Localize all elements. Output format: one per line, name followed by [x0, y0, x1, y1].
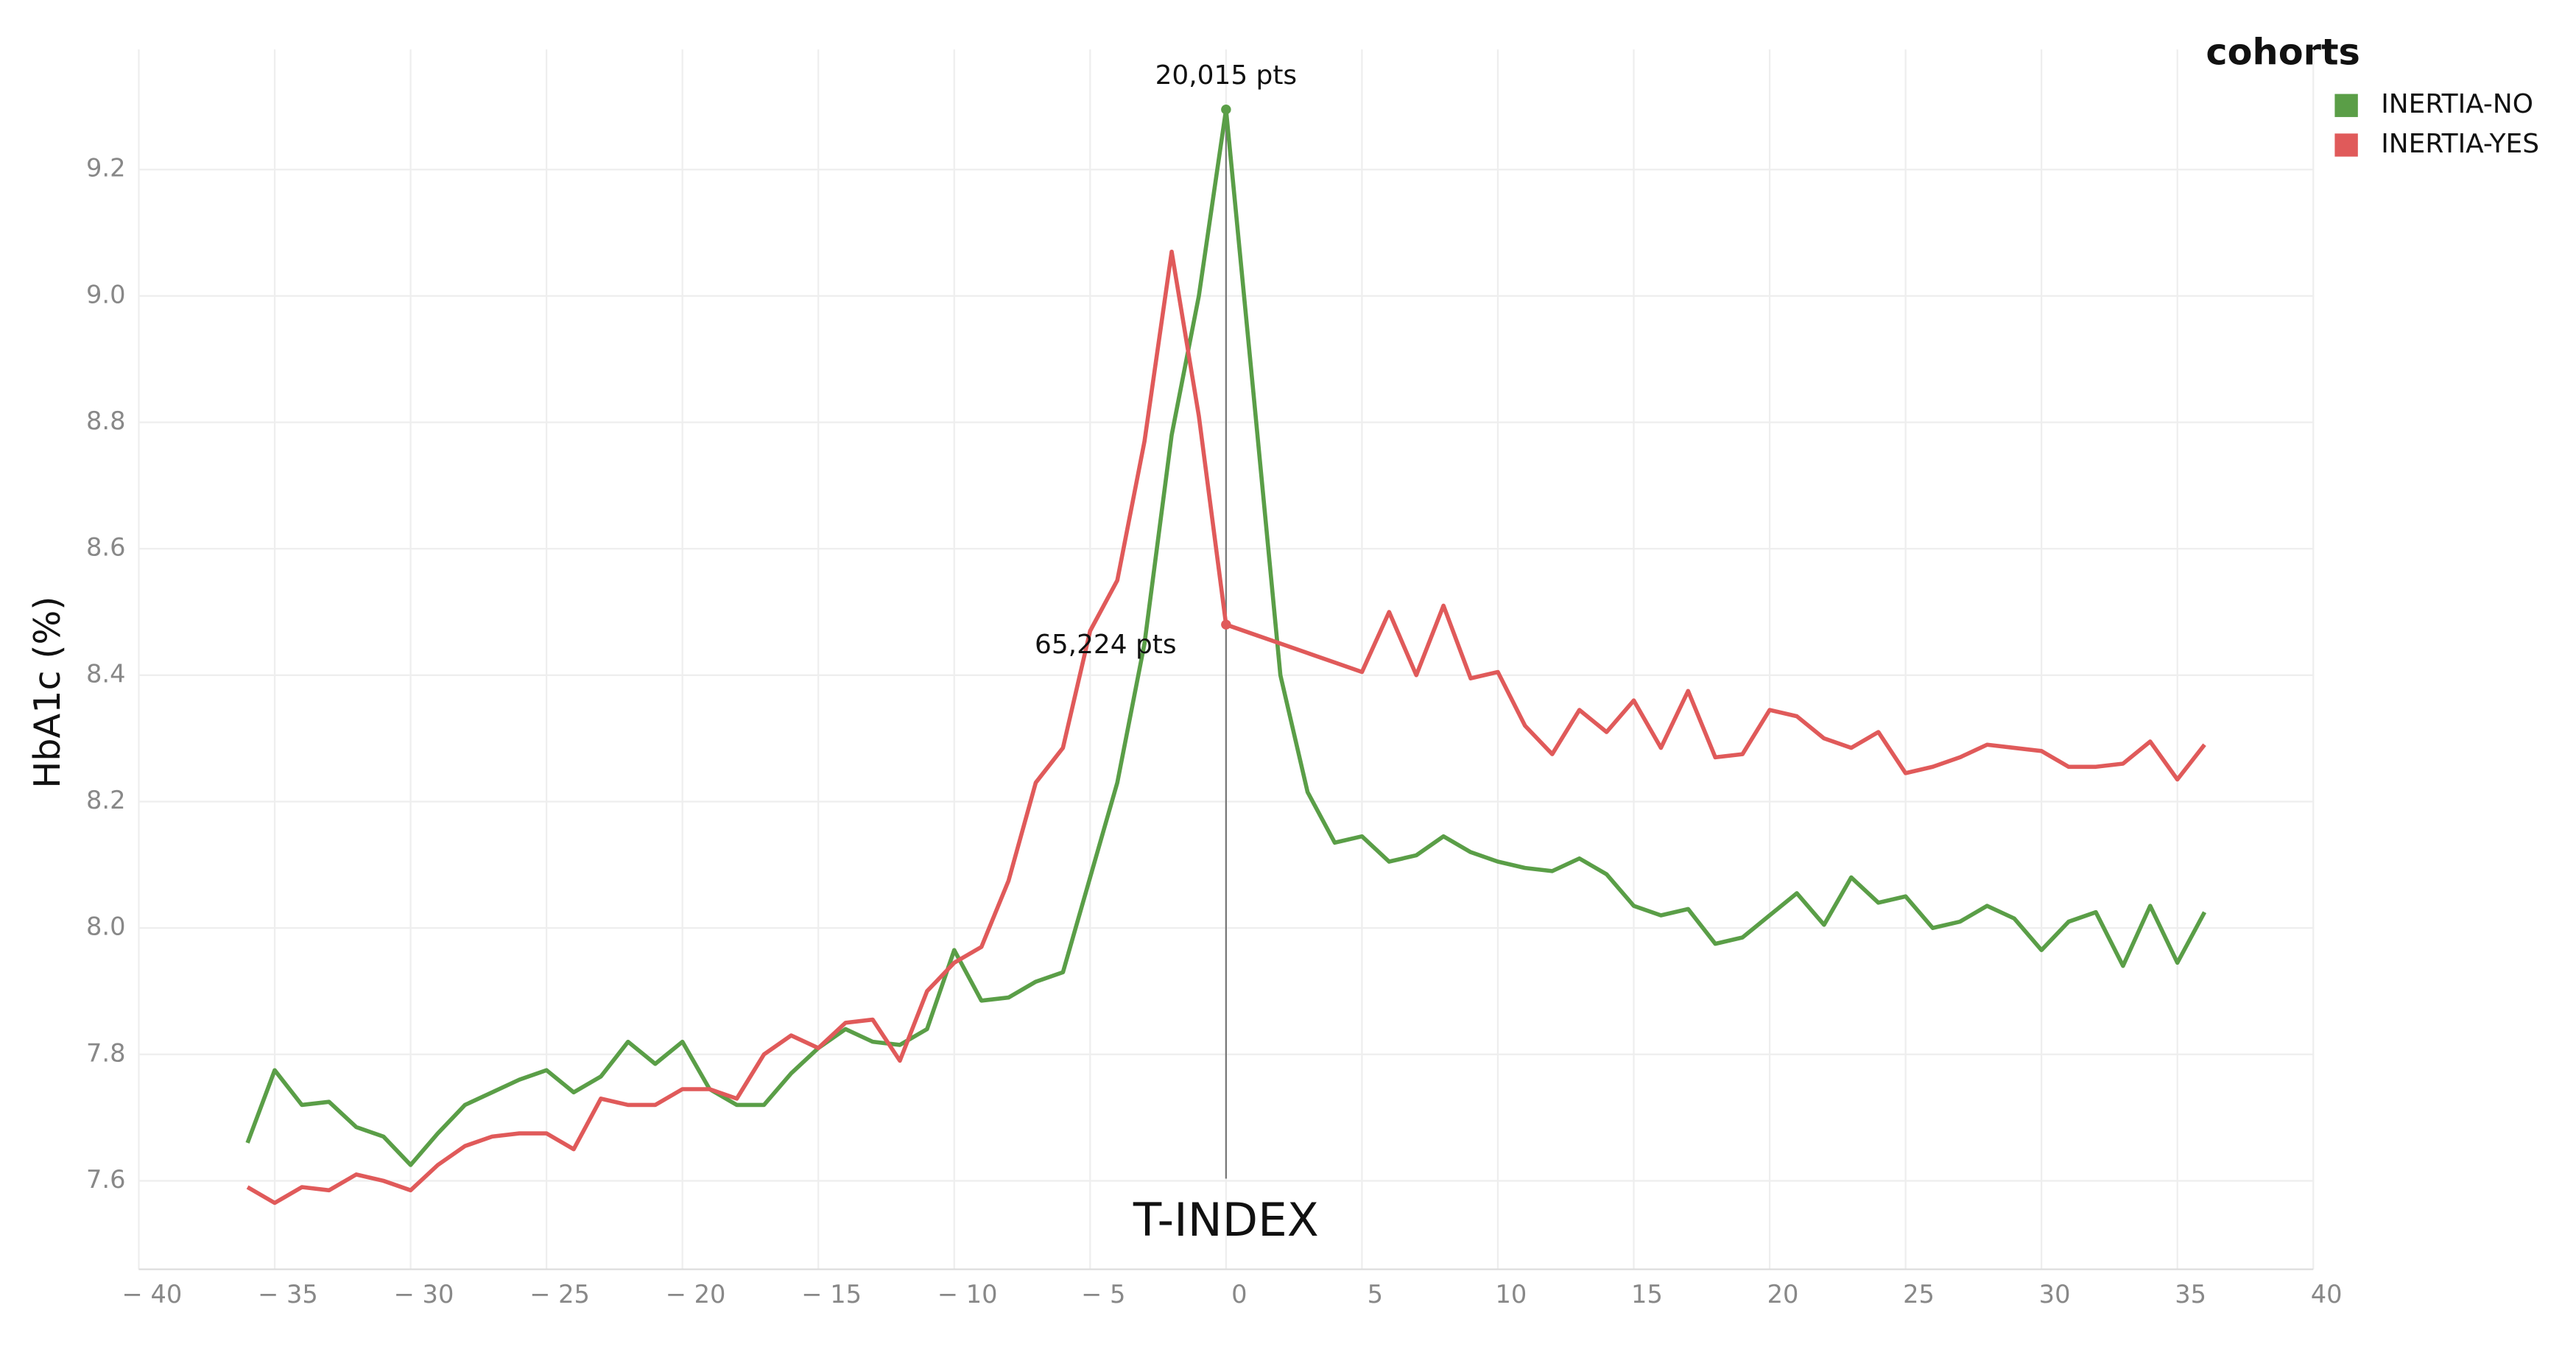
- x-tick-label: 30: [2039, 1280, 2071, 1309]
- y-tick-label: 8.6: [86, 533, 126, 562]
- legend-swatch: [2334, 133, 2358, 157]
- x-tick-label: − 15: [801, 1280, 862, 1309]
- y-tick-label: 8.0: [86, 912, 126, 941]
- x-tick-label: − 40: [122, 1280, 183, 1309]
- annotation-point: [1221, 104, 1231, 115]
- x-tick-label: 5: [1368, 1280, 1383, 1309]
- x-tick-label: 0: [1231, 1280, 1247, 1309]
- legend-swatch: [2334, 94, 2358, 117]
- x-tick-label: 40: [2311, 1280, 2343, 1309]
- x-tick-label: − 20: [666, 1280, 726, 1309]
- legend-label: INERTIA-YES: [2381, 129, 2539, 159]
- annotation: 20,015 pts: [1155, 60, 1298, 91]
- y-tick-label: 8.2: [86, 786, 126, 814]
- x-tick-label: 10: [1495, 1280, 1527, 1309]
- legend-label: INERTIA-NO: [2381, 89, 2533, 119]
- x-tick-label: − 5: [1081, 1280, 1125, 1309]
- y-tick-label: 8.8: [86, 406, 126, 435]
- annotation-point: [1221, 619, 1231, 630]
- x-tick-label: − 10: [937, 1280, 998, 1309]
- reference-label: T-INDEX: [1133, 1193, 1319, 1247]
- y-axis-label: HbA1c (%): [26, 596, 68, 789]
- annotation: 65,224 pts: [1035, 630, 1177, 660]
- x-tick-label: − 30: [394, 1280, 454, 1309]
- y-tick-label: 9.2: [86, 154, 126, 183]
- x-tick-label: 20: [1767, 1280, 1799, 1309]
- x-tick-label: − 35: [258, 1280, 318, 1309]
- y-tick-label: 8.4: [86, 659, 126, 688]
- x-tick-label: − 25: [529, 1280, 590, 1309]
- x-tick-label: 25: [1903, 1280, 1935, 1309]
- y-tick-label: 7.8: [86, 1038, 126, 1067]
- x-tick-label: 35: [2175, 1280, 2206, 1309]
- y-tick-label: 9.0: [86, 280, 126, 309]
- legend-title: cohorts: [2206, 30, 2360, 73]
- y-tick-label: 7.6: [86, 1165, 126, 1194]
- x-tick-label: 15: [1631, 1280, 1663, 1309]
